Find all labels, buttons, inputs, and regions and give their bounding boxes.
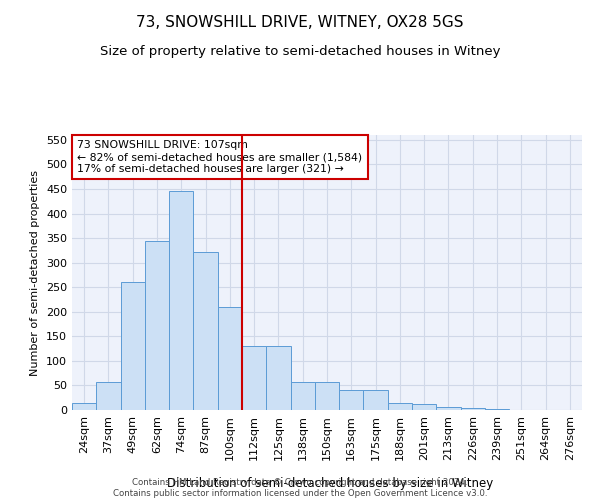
- Bar: [339, 390, 364, 410]
- Bar: [412, 404, 436, 410]
- Bar: [218, 307, 242, 410]
- Bar: [145, 240, 169, 410]
- Bar: [96, 382, 121, 410]
- Text: 73, SNOWSHILL DRIVE, WITNEY, OX28 5GS: 73, SNOWSHILL DRIVE, WITNEY, OX28 5GS: [136, 15, 464, 30]
- Y-axis label: Number of semi-detached properties: Number of semi-detached properties: [31, 170, 40, 376]
- Bar: [388, 402, 412, 410]
- Text: 73 SNOWSHILL DRIVE: 107sqm
← 82% of semi-detached houses are smaller (1,584)
17%: 73 SNOWSHILL DRIVE: 107sqm ← 82% of semi…: [77, 140, 362, 173]
- Bar: [315, 382, 339, 410]
- Bar: [193, 252, 218, 410]
- Bar: [72, 402, 96, 410]
- Bar: [242, 346, 266, 410]
- Bar: [461, 408, 485, 410]
- Text: Size of property relative to semi-detached houses in Witney: Size of property relative to semi-detach…: [100, 45, 500, 58]
- Bar: [290, 382, 315, 410]
- Text: Contains HM Land Registry data © Crown copyright and database right 2024.
Contai: Contains HM Land Registry data © Crown c…: [113, 478, 487, 498]
- Bar: [266, 346, 290, 410]
- Bar: [121, 282, 145, 410]
- Bar: [364, 390, 388, 410]
- Bar: [169, 192, 193, 410]
- Text: Distribution of semi-detached houses by size in Witney: Distribution of semi-detached houses by …: [167, 477, 493, 490]
- Bar: [485, 408, 509, 410]
- Bar: [436, 407, 461, 410]
